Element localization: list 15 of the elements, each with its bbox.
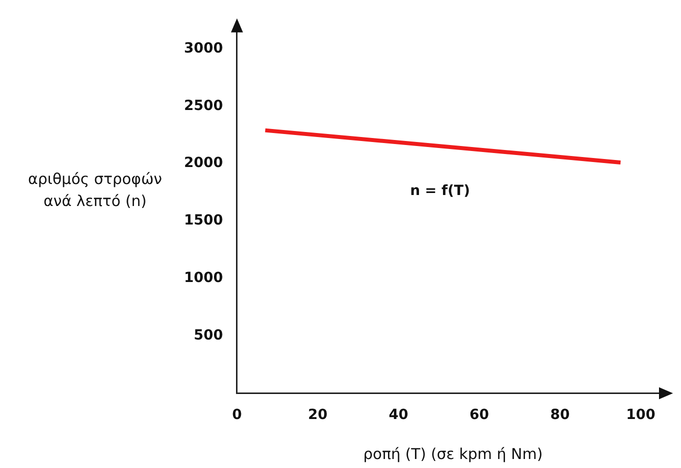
x-tick-label: 80 [550, 407, 570, 424]
y-tick-label: 3000 [184, 40, 224, 56]
y-tick-label: 500 [194, 327, 224, 344]
y-tick-label: 2000 [184, 155, 224, 172]
x-tick-label: 0 [232, 407, 242, 424]
x-tick-label: 20 [308, 407, 328, 424]
y-tick-label: 1000 [184, 270, 224, 286]
y-axis-title: αριθμός στροφών ανά λεπτό (n) [26, 169, 164, 212]
x-tick-label: 60 [469, 407, 490, 424]
x-tick-label: 100 [626, 407, 656, 424]
y-tick-label: 1500 [184, 212, 224, 229]
x-tick-label: 40 [388, 407, 408, 424]
y-tick-label: 2500 [184, 98, 224, 114]
x-axis-title: ροπή (T) (σε kpm ή Nm) [363, 444, 543, 463]
annotation: n = f(T) [410, 182, 470, 199]
